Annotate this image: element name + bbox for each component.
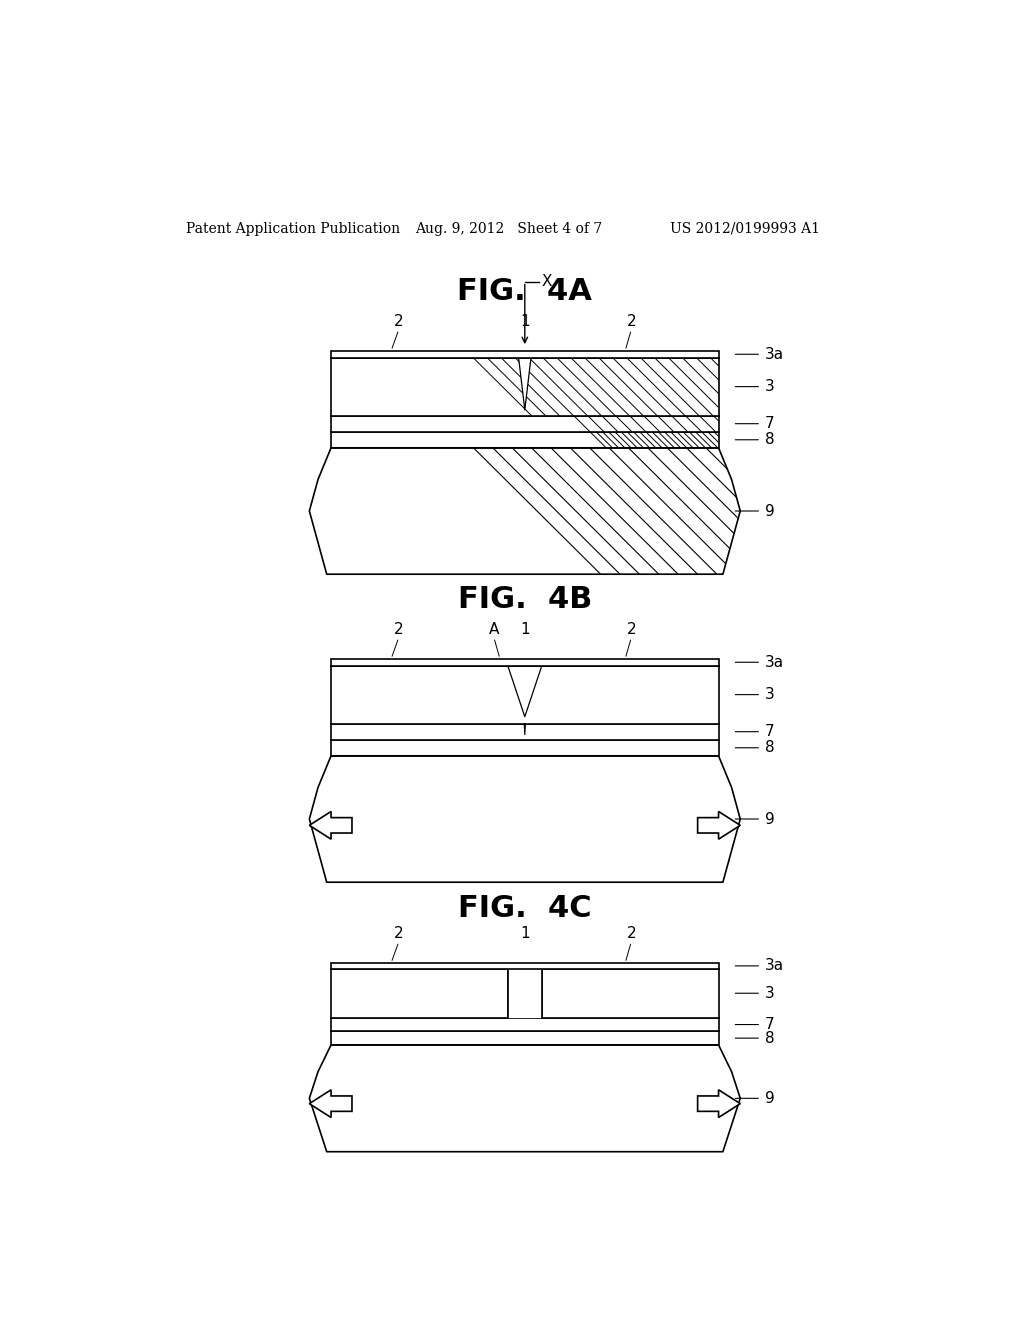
Text: 2: 2 xyxy=(627,622,636,638)
Text: 9: 9 xyxy=(765,812,775,826)
Text: 2: 2 xyxy=(394,314,403,330)
Text: 9: 9 xyxy=(765,1090,775,1106)
Text: 2: 2 xyxy=(627,314,636,330)
Text: 3: 3 xyxy=(765,379,775,395)
Polygon shape xyxy=(309,1045,740,1151)
Text: Patent Application Publication: Patent Application Publication xyxy=(186,222,400,235)
Polygon shape xyxy=(508,969,542,1018)
Text: X: X xyxy=(542,275,552,289)
Text: 8: 8 xyxy=(765,741,775,755)
Text: 3a: 3a xyxy=(765,655,784,669)
Text: 7: 7 xyxy=(765,1016,775,1032)
Polygon shape xyxy=(331,969,508,1018)
Text: 7: 7 xyxy=(765,725,775,739)
Polygon shape xyxy=(331,432,719,447)
Text: 8: 8 xyxy=(765,1031,775,1045)
Text: US 2012/0199993 A1: US 2012/0199993 A1 xyxy=(671,222,820,235)
Polygon shape xyxy=(697,1090,740,1118)
Polygon shape xyxy=(518,358,531,409)
Text: 3: 3 xyxy=(765,688,775,702)
Text: Aug. 9, 2012   Sheet 4 of 7: Aug. 9, 2012 Sheet 4 of 7 xyxy=(415,222,602,235)
Polygon shape xyxy=(331,964,719,969)
Text: 1: 1 xyxy=(520,314,529,330)
Text: 9: 9 xyxy=(765,503,775,519)
Polygon shape xyxy=(331,665,719,723)
Polygon shape xyxy=(331,739,719,756)
Polygon shape xyxy=(697,812,740,840)
Text: A: A xyxy=(488,622,499,638)
Polygon shape xyxy=(331,351,719,358)
Text: 3a: 3a xyxy=(765,347,784,362)
Text: 2: 2 xyxy=(394,622,403,638)
Text: 2: 2 xyxy=(627,927,636,941)
Polygon shape xyxy=(542,969,719,1018)
Polygon shape xyxy=(508,665,542,717)
Text: 2: 2 xyxy=(394,927,403,941)
Text: FIG.  4A: FIG. 4A xyxy=(458,277,592,306)
Polygon shape xyxy=(331,1031,719,1045)
Text: FIG.  4C: FIG. 4C xyxy=(458,894,592,923)
Polygon shape xyxy=(331,358,719,416)
Polygon shape xyxy=(309,1090,352,1118)
Polygon shape xyxy=(524,723,525,735)
Polygon shape xyxy=(309,756,740,882)
Text: 1: 1 xyxy=(520,927,529,941)
Text: 3a: 3a xyxy=(765,958,784,973)
Text: 8: 8 xyxy=(765,432,775,447)
Text: 3: 3 xyxy=(765,986,775,1001)
Polygon shape xyxy=(331,723,719,739)
Text: FIG.  4B: FIG. 4B xyxy=(458,585,592,614)
Polygon shape xyxy=(309,812,352,840)
Text: 7: 7 xyxy=(765,416,775,432)
Polygon shape xyxy=(331,1018,719,1031)
Polygon shape xyxy=(309,447,740,574)
Text: 1: 1 xyxy=(520,622,529,638)
Polygon shape xyxy=(331,659,719,665)
Polygon shape xyxy=(331,416,719,432)
